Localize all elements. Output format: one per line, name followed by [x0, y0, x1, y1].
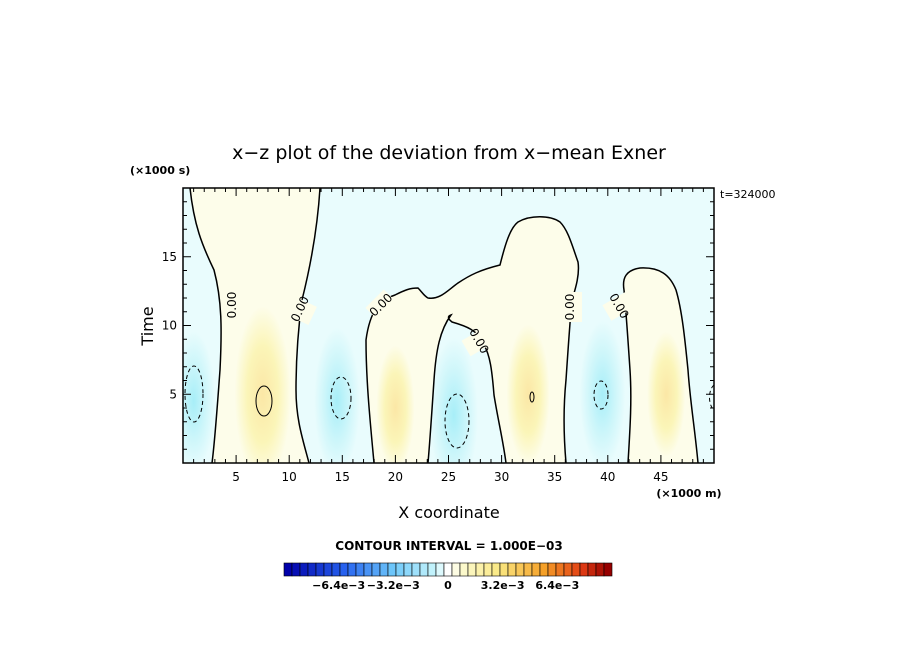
colorbar-swatch — [323, 562, 333, 577]
colorbar-swatch — [395, 562, 405, 577]
zero-contour-1 — [189, 188, 222, 463]
colorbar-swatch — [419, 562, 429, 577]
x-unit-label: (×1000 m) — [656, 487, 721, 500]
contour-ring-6 — [593, 380, 609, 410]
colorbar-swatch — [491, 562, 501, 577]
anomaly-positive-2 — [234, 306, 291, 463]
colorbar-swatch — [531, 562, 541, 577]
zero-contour-5 — [622, 267, 699, 463]
colorbar-tick-label: 6.4e−3 — [535, 579, 579, 592]
chart-title: x−z plot of the deviation from x−mean Ex… — [232, 142, 666, 164]
colorbar-swatch — [467, 562, 477, 577]
anomaly-positive-8 — [647, 331, 686, 457]
colorbar-swatch — [411, 562, 421, 577]
colorbar-tick-labels: −6.4e−3 −3.2e−3 0 3.2e−3 6.4e−3 — [312, 579, 579, 592]
y-axis-title: Time — [138, 306, 157, 346]
x-tick-label: 30 — [494, 470, 509, 484]
colorbar-swatch — [331, 562, 341, 577]
colorbar — [283, 562, 613, 577]
colorbar-swatch — [587, 562, 597, 577]
axis-ticks — [183, 188, 714, 463]
contour-label-group: 0.00 0.00 0.00 0.00 0.00 0.00 — [225, 289, 634, 357]
zero-contour-2 — [295, 188, 321, 463]
x-axis-title: X coordinate — [398, 503, 499, 522]
colorbar-swatch — [291, 562, 301, 577]
contour-label-1: 0.00 — [225, 292, 239, 319]
colorbar-swatch — [435, 562, 445, 577]
colorbar-tick-label: −6.4e−3 — [312, 579, 365, 592]
colorbar-swatch — [523, 562, 533, 577]
x-tick-label: 25 — [441, 470, 456, 484]
colorbar-swatch — [547, 562, 557, 577]
colorbar-swatch — [363, 562, 373, 577]
colorbar-tick-label: −3.2e−3 — [367, 579, 420, 592]
colorbar-swatch — [427, 562, 437, 577]
contour-ring-7 — [709, 384, 714, 411]
colorbar-swatch — [595, 562, 605, 577]
colorbar-swatch — [539, 562, 549, 577]
x-tick-label: 45 — [653, 470, 668, 484]
anomaly-positive-4 — [376, 345, 415, 463]
colorbar-swatch — [283, 562, 293, 577]
contour-ring-2 — [255, 385, 273, 417]
contour-label-5: 0.00 — [563, 294, 577, 321]
colorbar-swatch — [307, 562, 317, 577]
zero-contour-4 — [427, 313, 507, 463]
colorbar-swatch — [499, 562, 509, 577]
plot-area: 0.00 0.00 0.00 0.00 0.00 0.00 — [183, 188, 714, 463]
y-tick-label: 15 — [162, 250, 177, 264]
colorbar-swatch — [315, 562, 325, 577]
x-tick-label: 15 — [335, 470, 350, 484]
colorbar-tick-label: 0 — [444, 579, 452, 592]
colorbar-swatch — [379, 562, 389, 577]
y-tick-label: 5 — [169, 387, 177, 401]
x-tick-label: 35 — [547, 470, 562, 484]
colorbar-swatch — [603, 562, 613, 577]
colorbar-tick-label: 3.2e−3 — [481, 579, 525, 592]
x-tick-label: 10 — [282, 470, 297, 484]
contour-ring-5 — [529, 391, 535, 403]
colorbar-swatch — [515, 562, 525, 577]
colorbar-swatch — [387, 562, 397, 577]
x-tick-label: 40 — [600, 470, 615, 484]
colorbar-swatch — [459, 562, 469, 577]
x-tick-label: 20 — [388, 470, 403, 484]
colorbar-swatch — [507, 562, 517, 577]
colorbar-swatch — [347, 562, 357, 577]
y-tick-label: 10 — [162, 319, 177, 333]
colorbar-swatch — [299, 562, 309, 577]
anomaly-negative-1 — [183, 331, 216, 463]
contour-interval-label: CONTOUR INTERVAL = 1.000E−03 — [335, 539, 562, 553]
colorbar-swatch — [339, 562, 349, 577]
time-stamp-label: t=324000 — [720, 188, 776, 201]
x-tick-label: 5 — [232, 470, 240, 484]
anomaly-negative-3 — [314, 327, 360, 463]
colorbar-swatch — [443, 562, 453, 577]
colorbar-swatch — [451, 562, 461, 577]
anomaly-negative-5 — [429, 337, 478, 463]
colorbar-swatch — [555, 562, 565, 577]
colorbar-swatch — [371, 562, 381, 577]
axis-tick-labels: 5 10 15 20 25 30 35 40 45 5 10 15 — [162, 250, 669, 484]
contour-ring-3 — [330, 376, 352, 420]
anomaly-layer — [183, 306, 686, 463]
contour-ring-1 — [184, 365, 204, 423]
colorbar-swatch — [571, 562, 581, 577]
anomaly-negative-7 — [579, 320, 626, 463]
y-unit-label: (×1000 s) — [130, 164, 190, 177]
colorbar-swatch — [579, 562, 589, 577]
colorbar-swatch — [483, 562, 493, 577]
inner-contours — [184, 365, 714, 449]
colorbar-swatch — [563, 562, 573, 577]
contour-ring-4 — [444, 393, 470, 449]
colorbar-swatch — [475, 562, 485, 577]
anomaly-positive-6 — [506, 324, 550, 463]
colorbar-swatch — [403, 562, 413, 577]
colorbar-swatch — [355, 562, 365, 577]
